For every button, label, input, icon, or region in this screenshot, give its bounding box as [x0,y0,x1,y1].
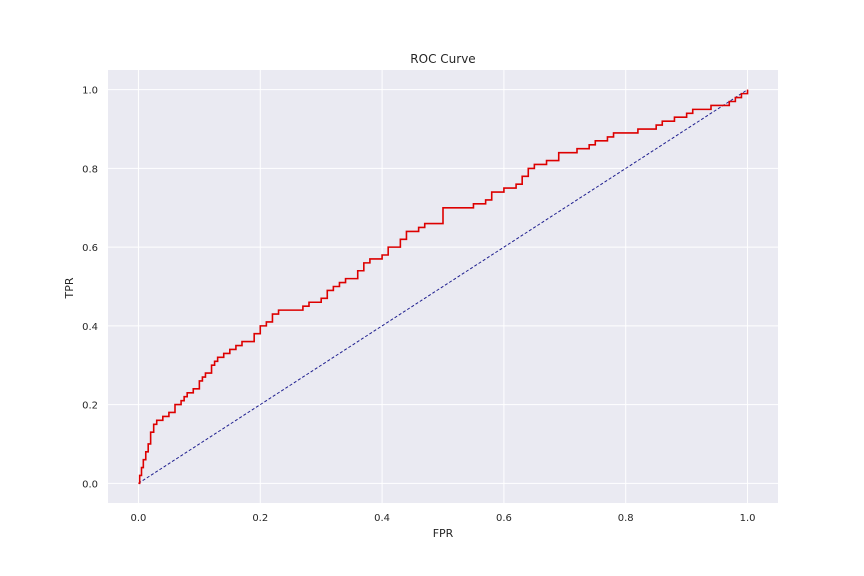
chart-title: ROC Curve [410,52,475,66]
y-tick-label: 0.8 [82,164,98,175]
x-tick-label: 0.0 [131,513,147,524]
y-tick-label: 0.4 [82,322,98,333]
x-tick-label: 0.4 [374,513,390,524]
grid [108,70,778,503]
y-tick-label: 0.6 [82,243,98,254]
y-tick-label: 0.0 [82,479,98,490]
y-tick-label: 0.2 [82,401,98,412]
x-axis-label: FPR [433,527,454,540]
roc-curve-line [138,89,749,485]
x-tick-label: 1.0 [740,513,756,524]
y-axis-label: TPR [63,277,76,299]
x-tick-label: 0.8 [618,513,634,524]
x-tick-label: 0.6 [496,513,512,524]
x-tick-label: 0.2 [252,513,268,524]
baseline-diagonal-line [138,89,748,484]
y-axis-ticks: 0.0 0.2 0.4 0.6 0.8 1.0 [82,86,98,491]
x-axis-ticks: 0.0 0.2 0.4 0.6 0.8 1.0 [131,513,756,524]
y-tick-label: 1.0 [82,86,98,97]
